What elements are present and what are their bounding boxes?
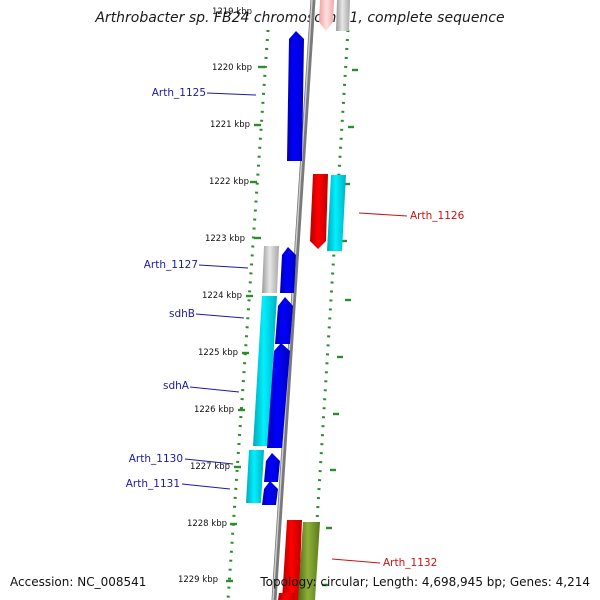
right-kbp-ticks — [322, 68, 358, 587]
gene-arth-1127-neighbor[interactable] — [262, 246, 279, 293]
gene-arth-1132[interactable] — [282, 520, 302, 600]
gene-cyan-lower[interactable] — [246, 450, 264, 503]
backbone-highlight — [272, 0, 313, 600]
leader-line — [198, 264, 249, 269]
kbp-label: 1226 kbp — [194, 405, 234, 415]
kbp-label: 1225 kbp — [198, 348, 238, 358]
gene-arth-1125[interactable] — [287, 31, 304, 161]
gene-arth-1126-partner[interactable] — [327, 175, 346, 251]
gene-arth-1127[interactable] — [280, 247, 296, 293]
gene-bottom-partial[interactable] — [278, 593, 296, 600]
gene-label-leaders — [181, 92, 408, 564]
gene-label-arth-1125[interactable]: Arth_1125 — [152, 87, 206, 99]
leader-line — [206, 92, 257, 96]
topology-text: Topology: circular; Length: 4,698,945 bp… — [260, 575, 590, 589]
gene-block-top-partial[interactable] — [336, 0, 350, 31]
kbp-label: 1220 kbp — [212, 63, 252, 73]
gene-label-arth-1131[interactable]: Arth_1131 — [126, 478, 180, 490]
accession-text: Accession: NC_008541 — [10, 575, 147, 589]
kbp-label: 1219 kbp — [212, 7, 252, 17]
gene-arth-1130[interactable] — [264, 453, 280, 482]
backbone-strand — [271, 0, 316, 600]
gene-label-arth-1126[interactable]: Arth_1126 — [410, 210, 465, 222]
kbp-label: 1228 kbp — [187, 519, 227, 529]
leader-line — [195, 313, 245, 319]
gene-olive[interactable] — [298, 522, 320, 600]
gene-label-sdhb[interactable]: sdhB — [169, 308, 195, 320]
map-title: Arthrobacter sp. FB24 chromosome 1, comp… — [95, 10, 505, 26]
leader-line — [184, 458, 234, 465]
kbp-label: 1224 kbp — [202, 291, 242, 301]
gene-label-arth-1130[interactable]: Arth_1130 — [129, 453, 183, 465]
gene-sdha[interactable] — [267, 343, 290, 448]
kbp-label: 1229 kbp — [178, 575, 218, 585]
left-kbp-ticks — [226, 65, 265, 583]
gene-label-arth-1127[interactable]: Arth_1127 — [144, 259, 198, 271]
gene-labels: Arth_1125 Arth_1126 Arth_1127 sdhB sdhA … — [126, 87, 465, 569]
right-dotted-track — [310, 29, 350, 600]
gene-arth-1126[interactable] — [310, 174, 328, 249]
leader-line — [189, 386, 240, 393]
kbp-label: 1221 kbp — [210, 120, 250, 130]
kbp-label: 1223 kbp — [205, 234, 245, 244]
gene-arrow-top-partial[interactable] — [319, 0, 334, 31]
kbp-labels: 1219 kbp 1220 kbp 1221 kbp 1222 kbp 1223… — [178, 7, 252, 585]
leader-line — [181, 483, 231, 490]
gene-arth-1131[interactable] — [262, 481, 278, 505]
gene-sdhb[interactable] — [275, 297, 293, 344]
gene-label-sdha[interactable]: sdhA — [163, 380, 190, 392]
leader-line — [358, 212, 408, 217]
kbp-label: 1222 kbp — [209, 177, 249, 187]
gene-sdh-cyan[interactable] — [253, 296, 277, 446]
gene-label-arth-1132[interactable]: Arth_1132 — [383, 557, 437, 569]
kbp-label: 1227 kbp — [190, 462, 230, 472]
leader-line — [331, 558, 381, 564]
